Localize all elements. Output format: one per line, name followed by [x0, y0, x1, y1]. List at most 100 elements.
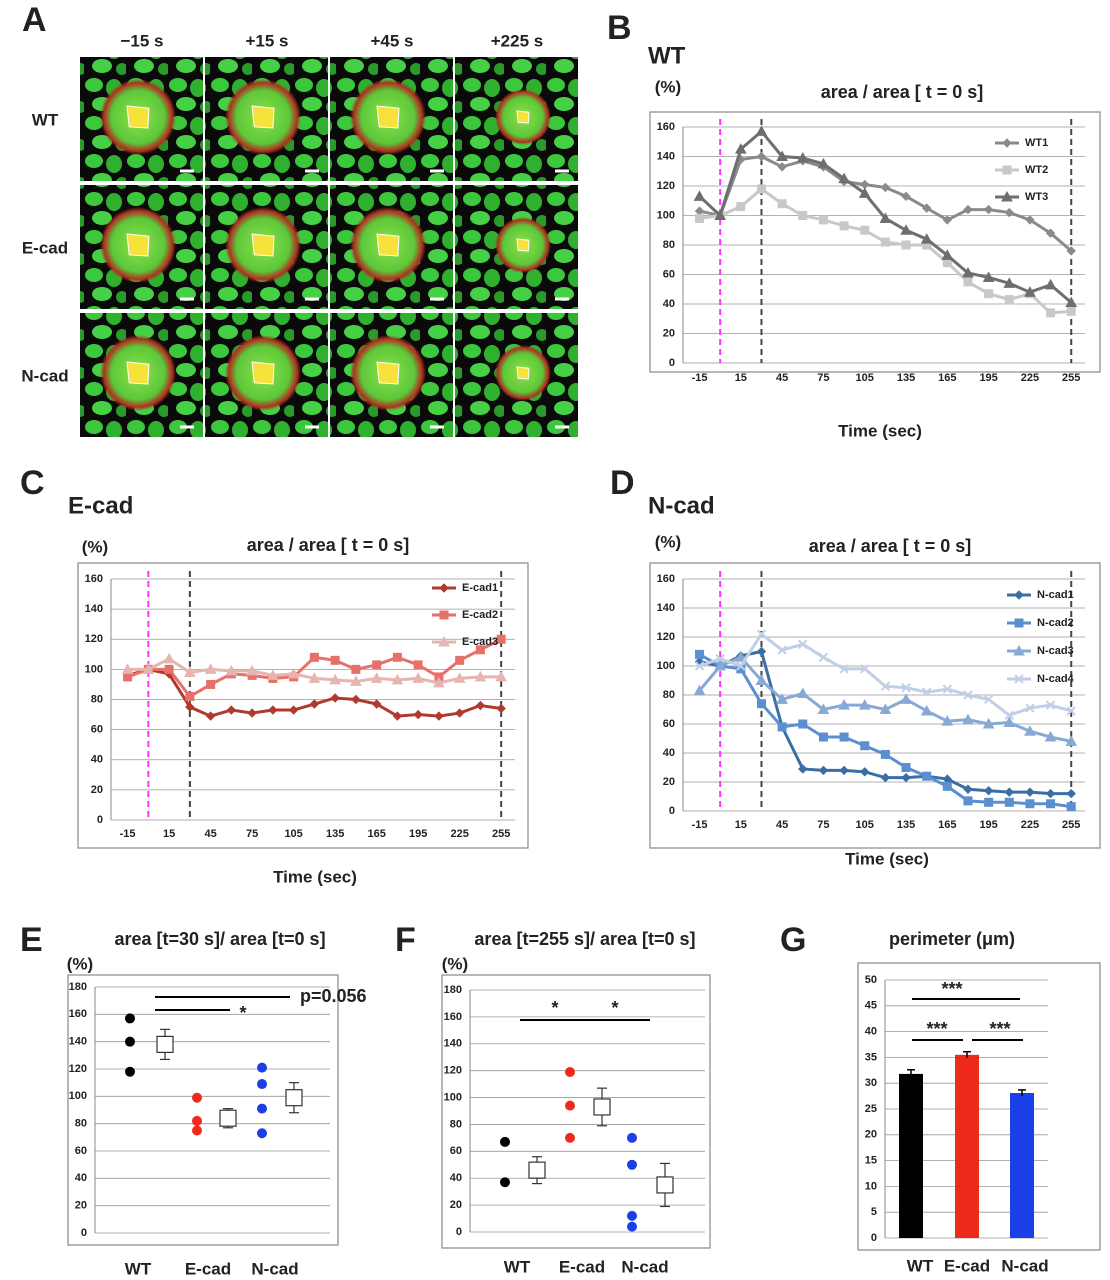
data-point [1045, 700, 1056, 710]
data-point [798, 719, 808, 729]
data-point [922, 771, 932, 781]
category-label: WT [907, 1256, 934, 1275]
y-tick-label: 160 [69, 1008, 87, 1020]
data-point [1045, 228, 1056, 238]
chart-frame [67, 974, 339, 1246]
x-tick-label: -15 [692, 819, 708, 831]
data-point [901, 191, 911, 202]
y-tick-label: 100 [85, 663, 103, 675]
data-point [777, 162, 787, 172]
x-tick-label: 105 [284, 828, 302, 840]
data-point [941, 715, 954, 726]
data-point [734, 651, 747, 662]
data-point [565, 1067, 575, 1078]
x-tick-label: 15 [735, 372, 747, 384]
tracked-cell [251, 233, 275, 257]
mean-box [593, 1098, 611, 1116]
y-axis-label: (%) [442, 954, 468, 973]
y-tick-label: 160 [444, 1011, 462, 1023]
y-tick-label: 20 [75, 1200, 87, 1212]
data-point [433, 676, 445, 688]
x-tick-label: 195 [979, 372, 997, 384]
legend-label: N-cad3 [1037, 645, 1074, 657]
data-point [818, 652, 829, 663]
y-tick-label: 120 [657, 180, 675, 192]
column-label: −15 s [120, 31, 163, 50]
y-tick-label: 140 [85, 603, 103, 615]
tracked-cell [516, 110, 530, 124]
data-point [839, 732, 849, 742]
legend-marker [439, 583, 449, 593]
y-tick-label: 100 [69, 1090, 87, 1102]
data-point [309, 699, 320, 709]
x-tick-label: 225 [1021, 372, 1039, 384]
data-point [963, 796, 973, 806]
panel-subtitle: WT [648, 42, 686, 69]
bar [955, 1054, 979, 1238]
data-point [500, 1136, 510, 1147]
y-tick-label: 20 [91, 784, 103, 796]
data-point [123, 672, 133, 682]
category-label: N-cad [621, 1257, 668, 1276]
data-point [1066, 802, 1076, 812]
data-point [838, 172, 850, 184]
data-point [1066, 706, 1076, 716]
panel-letter: F [395, 921, 416, 959]
x-tick-label: 225 [1021, 819, 1039, 831]
data-point [627, 1159, 637, 1170]
y-tick-label: 0 [669, 357, 675, 369]
data-point [860, 767, 870, 777]
y-tick-label: 180 [444, 984, 462, 996]
data-point [839, 765, 849, 776]
data-point [496, 634, 506, 644]
y-tick-label: 40 [75, 1172, 87, 1184]
tracked-cell [376, 233, 400, 257]
data-point [247, 708, 257, 718]
legend-label: WT2 [1025, 164, 1048, 176]
x-tick-label: 195 [979, 819, 997, 831]
mean-box [219, 1109, 237, 1127]
category-label: E-cad [185, 1259, 231, 1278]
x-tick-label: 105 [856, 819, 874, 831]
data-point [1024, 725, 1036, 736]
data-point [798, 764, 808, 774]
data-point [627, 1132, 637, 1143]
data-point [982, 717, 995, 729]
data-point [1025, 703, 1035, 713]
category-label: WT [504, 1257, 531, 1276]
legend-label: N-cad4 [1037, 673, 1075, 685]
x-tick-label: 75 [246, 828, 258, 840]
column-label: +45 s [370, 31, 413, 50]
data-point [434, 711, 444, 721]
significance-label: *** [941, 979, 962, 999]
y-tick-label: 120 [444, 1065, 462, 1077]
y-tick-label: 0 [456, 1226, 462, 1238]
data-point [900, 693, 912, 704]
data-point [880, 749, 890, 759]
significance-label: *** [926, 1019, 947, 1039]
data-point [963, 784, 973, 794]
y-tick-label: 0 [81, 1227, 87, 1239]
x-tick-label: 225 [450, 828, 468, 840]
tracked-cell [516, 238, 530, 252]
chart-title: perimeter (μm) [889, 929, 1015, 949]
data-point [860, 225, 870, 235]
data-point [1025, 799, 1035, 809]
y-tick-label: 60 [75, 1145, 87, 1157]
x-tick-label: 75 [817, 819, 829, 831]
bar [1010, 1093, 1034, 1238]
y-tick-label: 120 [85, 633, 103, 645]
data-point [125, 1013, 135, 1024]
column-label: +15 s [245, 31, 288, 50]
legend-marker [1014, 674, 1024, 684]
y-tick-label: 20 [663, 327, 675, 339]
data-point [1004, 710, 1014, 721]
data-point [1003, 716, 1016, 728]
data-point [372, 660, 382, 670]
data-point [963, 204, 973, 215]
panel-letter: A [22, 1, 47, 39]
y-tick-label: 80 [75, 1118, 87, 1130]
y-tick-label: 180 [69, 981, 87, 993]
data-point [125, 1036, 135, 1047]
x-tick-label: 255 [1062, 819, 1080, 831]
